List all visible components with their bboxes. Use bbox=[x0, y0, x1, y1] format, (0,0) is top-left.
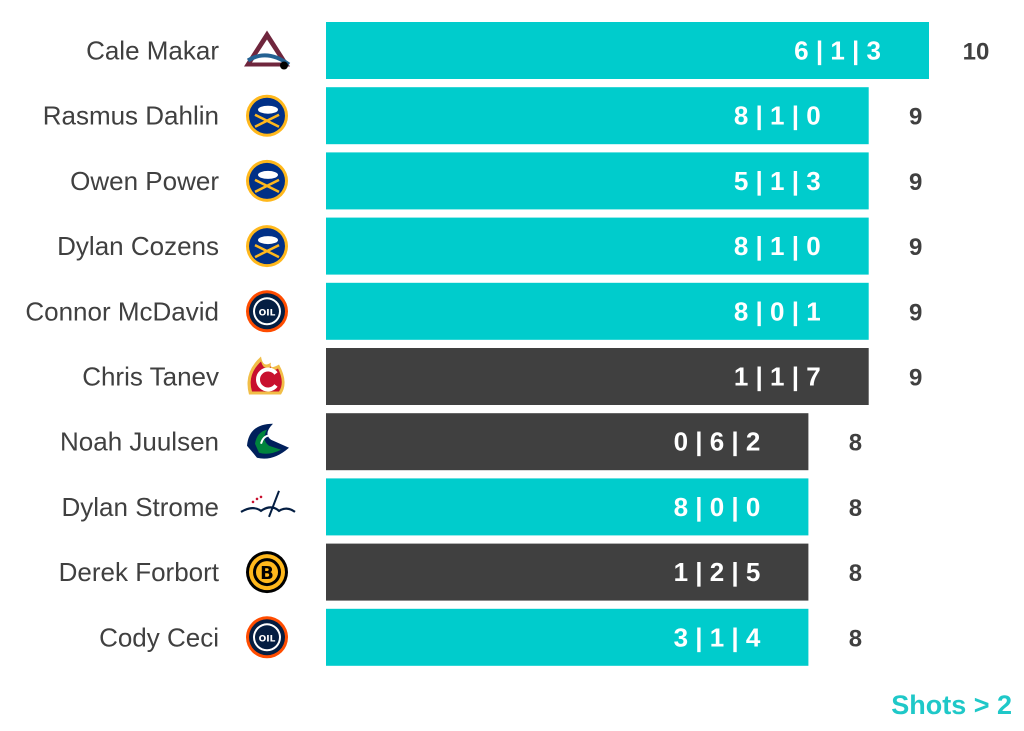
player-name: Chris Tanev bbox=[82, 362, 219, 392]
bar-label: 5 | 1 | 3 bbox=[734, 166, 821, 196]
bruins-logo-icon: B bbox=[246, 551, 288, 594]
value-label: 9 bbox=[909, 104, 922, 131]
bar bbox=[326, 87, 869, 145]
bar-label: 8 | 0 | 1 bbox=[734, 296, 821, 326]
chart-row: Owen Power 5 | 1 | 3 9 bbox=[70, 152, 922, 210]
player-name: Rasmus Dahlin bbox=[43, 101, 219, 131]
bar bbox=[326, 217, 869, 275]
svg-text:OIL: OIL bbox=[259, 634, 276, 644]
legend-note: Shots > 2 bbox=[891, 690, 1012, 720]
sabres-logo-icon bbox=[246, 159, 288, 202]
value-label: 8 bbox=[849, 430, 862, 457]
bar bbox=[326, 348, 869, 405]
player-name: Dylan Cozens bbox=[57, 231, 219, 261]
value-label: 8 bbox=[849, 495, 862, 522]
bar bbox=[326, 608, 809, 666]
chart-row: Cale Makar 6 | 1 | 3 10 bbox=[86, 22, 989, 79]
flames-logo-icon bbox=[247, 356, 285, 395]
value-label: 10 bbox=[963, 39, 990, 66]
player-name: Cale Makar bbox=[86, 36, 219, 66]
bar-label: 8 | 0 | 0 bbox=[674, 492, 761, 522]
bar-label: 1 | 2 | 5 bbox=[674, 557, 761, 587]
bar bbox=[326, 22, 929, 79]
chart-row: Dylan Cozens 8 | 1 | 0 9 bbox=[57, 217, 922, 275]
bar bbox=[326, 478, 809, 536]
value-label: 9 bbox=[909, 234, 922, 261]
svg-text:OIL: OIL bbox=[259, 308, 276, 318]
avalanche-logo-icon bbox=[244, 30, 291, 70]
player-name: Connor McDavid bbox=[25, 296, 219, 326]
bar-label: 8 | 1 | 0 bbox=[734, 101, 821, 131]
chart-row: Chris Tanev 1 | 1 | 7 9 bbox=[82, 348, 922, 405]
player-name: Owen Power bbox=[70, 166, 219, 196]
sabres-logo-icon bbox=[246, 225, 288, 268]
player-name: Derek Forbort bbox=[59, 557, 220, 587]
value-label: 9 bbox=[909, 299, 922, 326]
bar bbox=[326, 282, 869, 340]
chart-row: Cody Ceci OIL 3 | 1 | 4 8 bbox=[99, 608, 862, 666]
sabres-logo-icon bbox=[246, 94, 288, 137]
svg-text:B: B bbox=[260, 563, 274, 584]
bar-label: 1 | 1 | 7 bbox=[734, 362, 821, 392]
oilers-logo-icon: OIL bbox=[246, 290, 288, 333]
value-label: 8 bbox=[849, 625, 862, 652]
value-label: 9 bbox=[909, 169, 922, 196]
chart-row: Dylan Strome 8 | 0 | 0 8 bbox=[62, 478, 862, 536]
bar bbox=[326, 543, 809, 601]
chart-row: Derek Forbort B 1 | 2 | 5 8 bbox=[59, 543, 862, 601]
bar bbox=[326, 413, 809, 471]
player-name: Noah Juulsen bbox=[60, 427, 219, 457]
player-name: Cody Ceci bbox=[99, 622, 219, 652]
player-name: Dylan Strome bbox=[62, 492, 220, 522]
value-label: 9 bbox=[909, 365, 922, 392]
value-label: 8 bbox=[849, 560, 862, 587]
oilers-logo-icon: OIL bbox=[246, 616, 288, 659]
chart-row: Rasmus Dahlin 8 | 1 | 0 9 bbox=[43, 87, 922, 145]
bar-label: 0 | 6 | 2 bbox=[674, 427, 761, 457]
chart-row: Noah Juulsen 0 | 6 | 2 8 bbox=[60, 413, 862, 471]
chart-row: Connor McDavid OIL 8 | 0 | 1 9 bbox=[25, 282, 922, 340]
chart-rows: Cale Makar 6 | 1 | 3 10 Rasmus Dahlin 8 | 1 … bbox=[25, 22, 989, 666]
canucks-logo-icon bbox=[247, 423, 289, 459]
bar bbox=[326, 152, 869, 210]
bar-label: 6 | 1 | 3 bbox=[794, 36, 881, 66]
bar-label: 3 | 1 | 4 bbox=[674, 622, 761, 652]
capitals-logo-icon bbox=[240, 490, 296, 518]
bar-label: 8 | 1 | 0 bbox=[734, 231, 821, 261]
